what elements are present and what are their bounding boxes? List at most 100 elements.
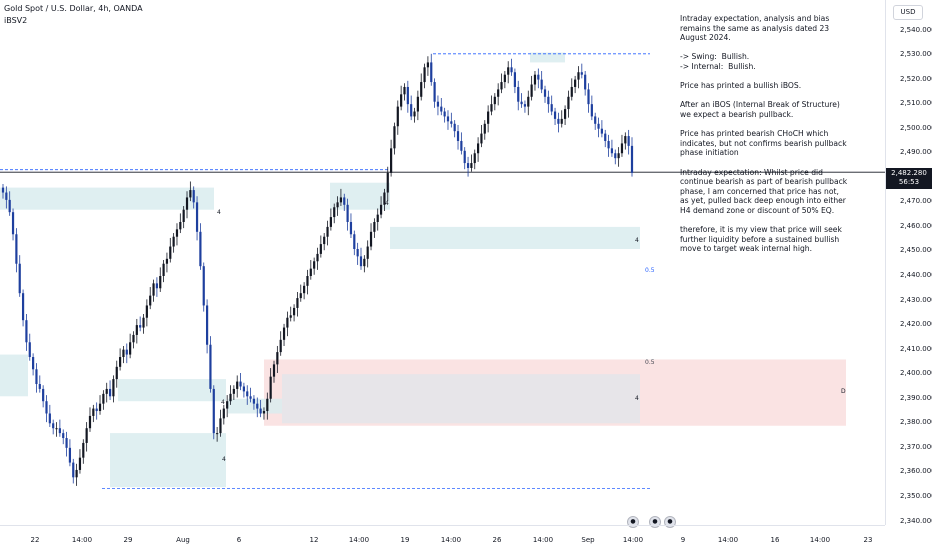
- candle[interactable]: [379, 196, 383, 219]
- candle[interactable]: [232, 385, 235, 400]
- demand-zone-small[interactable]: [530, 52, 565, 63]
- analysis-note[interactable]: Intraday expectation, analysis and bias …: [680, 14, 848, 254]
- candle[interactable]: [396, 100, 399, 135]
- candle[interactable]: [480, 125, 483, 148]
- candle[interactable]: [600, 120, 603, 138]
- candle[interactable]: [413, 107, 416, 123]
- candle[interactable]: [617, 147, 620, 167]
- candle[interactable]: [366, 240, 369, 268]
- candle[interactable]: [490, 95, 493, 116]
- candle[interactable]: [185, 191, 189, 219]
- candle[interactable]: [142, 314, 145, 334]
- candle[interactable]: [607, 134, 610, 157]
- candle[interactable]: [510, 58, 513, 76]
- candle[interactable]: [62, 429, 65, 445]
- candle[interactable]: [226, 395, 229, 418]
- candle[interactable]: [363, 255, 366, 273]
- candle[interactable]: [282, 323, 286, 346]
- candle[interactable]: [577, 66, 580, 89]
- candle[interactable]: [209, 336, 212, 393]
- candle[interactable]: [95, 402, 98, 420]
- candle[interactable]: [246, 385, 249, 405]
- candle[interactable]: [339, 188, 343, 207]
- time-axis[interactable]: [0, 525, 885, 551]
- candle[interactable]: [376, 208, 379, 231]
- candle[interactable]: [222, 404, 225, 425]
- price-axis[interactable]: [885, 0, 932, 525]
- candle[interactable]: [18, 255, 21, 297]
- candle[interactable]: [38, 375, 41, 393]
- candle[interactable]: [503, 71, 506, 89]
- candle[interactable]: [25, 314, 28, 351]
- candle[interactable]: [410, 95, 413, 121]
- candle[interactable]: [108, 380, 112, 400]
- candle[interactable]: [179, 213, 182, 234]
- candle[interactable]: [313, 257, 316, 275]
- candle[interactable]: [119, 348, 122, 371]
- candle[interactable]: [630, 137, 634, 177]
- candle[interactable]: [430, 53, 433, 86]
- candle[interactable]: [8, 191, 11, 216]
- candle[interactable]: [262, 407, 266, 420]
- candle[interactable]: [450, 112, 453, 128]
- candle[interactable]: [32, 353, 35, 376]
- candle[interactable]: [42, 385, 45, 408]
- candle[interactable]: [135, 318, 138, 344]
- candle[interactable]: [249, 387, 252, 403]
- candle[interactable]: [216, 426, 219, 442]
- candle[interactable]: [406, 80, 409, 113]
- candle[interactable]: [276, 345, 279, 373]
- candle[interactable]: [386, 166, 389, 202]
- candle[interactable]: [493, 93, 496, 111]
- candle[interactable]: [440, 98, 443, 116]
- candle[interactable]: [329, 208, 332, 231]
- candle[interactable]: [333, 203, 336, 224]
- candle[interactable]: [152, 279, 155, 302]
- candle[interactable]: [219, 409, 222, 437]
- candle[interactable]: [112, 375, 115, 403]
- candle[interactable]: [48, 404, 51, 427]
- candle[interactable]: [574, 75, 577, 94]
- candle[interactable]: [159, 267, 162, 292]
- candle[interactable]: [272, 360, 276, 383]
- candle[interactable]: [11, 208, 15, 241]
- candle[interactable]: [68, 439, 72, 467]
- demand-zone-small[interactable]: [0, 354, 28, 397]
- candle[interactable]: [517, 80, 520, 111]
- indicator-label[interactable]: iBSV2: [4, 16, 28, 25]
- chart-area[interactable]: [0, 0, 885, 525]
- candle[interactable]: [296, 291, 299, 317]
- candle[interactable]: [85, 422, 88, 452]
- candle[interactable]: [466, 156, 470, 177]
- candle[interactable]: [202, 262, 205, 312]
- candle[interactable]: [303, 282, 306, 300]
- candle[interactable]: [98, 395, 102, 415]
- candle[interactable]: [145, 299, 148, 327]
- candle[interactable]: [507, 61, 510, 84]
- candle[interactable]: [182, 206, 185, 229]
- candle[interactable]: [604, 129, 607, 148]
- candle[interactable]: [594, 112, 597, 130]
- candle[interactable]: [189, 181, 192, 202]
- candle[interactable]: [614, 149, 617, 165]
- candle[interactable]: [122, 345, 125, 364]
- candle[interactable]: [590, 95, 593, 121]
- candle[interactable]: [149, 287, 152, 310]
- candle[interactable]: [252, 395, 256, 410]
- candle[interactable]: [259, 399, 262, 418]
- currency-button[interactable]: USD: [893, 5, 923, 20]
- candle[interactable]: [349, 213, 353, 238]
- demand-zone-small[interactable]: [110, 433, 226, 488]
- candle[interactable]: [316, 247, 319, 270]
- candle[interactable]: [319, 235, 322, 258]
- candle[interactable]: [520, 93, 523, 108]
- candle[interactable]: [567, 90, 570, 118]
- candle[interactable]: [326, 220, 329, 246]
- price-chart[interactable]: [0, 0, 885, 525]
- candle[interactable]: [369, 223, 373, 251]
- candle[interactable]: [65, 431, 68, 457]
- candle[interactable]: [463, 147, 466, 170]
- candle[interactable]: [266, 392, 269, 420]
- candle[interactable]: [52, 419, 55, 435]
- candle[interactable]: [497, 83, 500, 106]
